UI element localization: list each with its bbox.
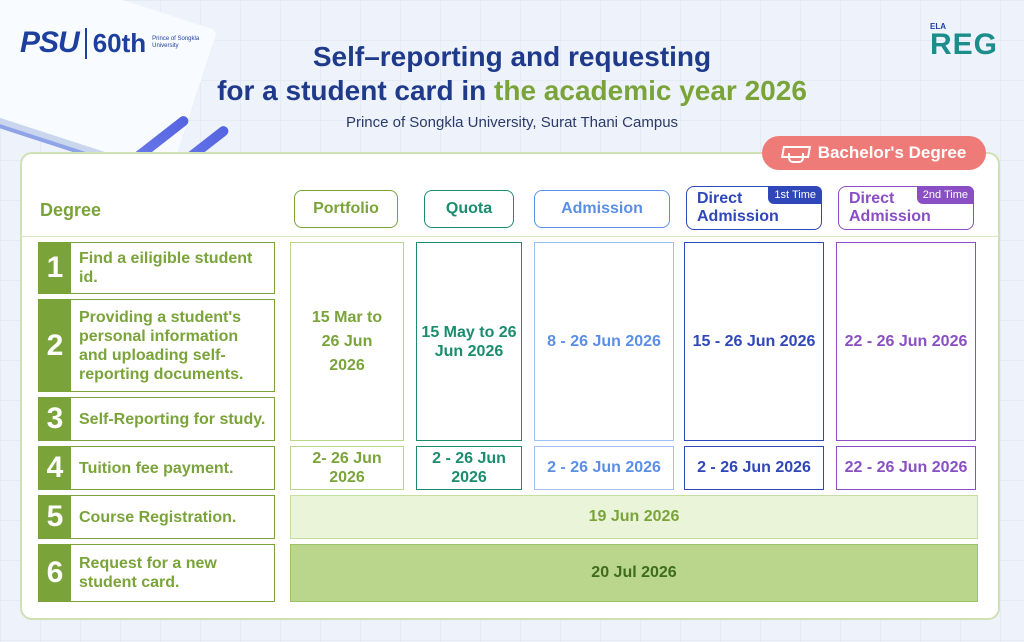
column-header-label: Direct Admission	[849, 190, 931, 226]
column-header-line-1: Direct	[697, 190, 743, 207]
page-subtitle: Prince of Songkla University, Surat Than…	[345, 114, 679, 131]
fee-cell-portfolio: 2- 26 Jun 2026	[290, 446, 404, 490]
course-registration-date: 19 Jun 2026	[290, 495, 978, 539]
step-row: 4 Tuition fee payment.	[38, 446, 275, 490]
fee-cell-quota: 2 - 26 Jun 2026	[416, 446, 522, 490]
step-row: 6 Request for a new student card.	[38, 544, 275, 602]
column-header-label: Portfolio	[313, 200, 379, 217]
round-tag: 2nd Time	[916, 186, 974, 204]
column-header-line-2: Admission	[697, 208, 779, 225]
step-number: 6	[39, 545, 71, 601]
column-header-line-2: Admission	[849, 208, 931, 225]
degree-badge: Bachelor's Degree	[762, 136, 986, 170]
date-cell-direct-1st: 15 - 26 Jun 2026	[684, 242, 824, 441]
step-number: 5	[39, 496, 71, 538]
step-number: 3	[39, 398, 71, 440]
column-header-direct-admission-1st: Direct Admission 1st Time	[686, 186, 822, 230]
step-number: 4	[39, 447, 71, 489]
column-header-label: Admission	[561, 200, 643, 217]
column-header-direct-admission-2nd: Direct Admission 2nd Time	[838, 186, 974, 230]
fee-cell-admission: 2 - 26 Jun 2026	[534, 446, 674, 490]
date-cell-admission: 8 - 26 Jun 2026	[534, 242, 674, 441]
title-line-2-prefix: for a student card in	[217, 75, 495, 106]
student-card-request-date: 20 Jul 2026	[290, 544, 978, 602]
date-cell-direct-2nd: 22 - 26 Jun 2026	[836, 242, 976, 441]
degree-badge-label: Bachelor's Degree	[817, 143, 967, 162]
reg-logo: ELA REG	[929, 22, 998, 61]
step-label: Request for a new student card.	[79, 555, 217, 591]
psu-logo-text: PSU	[20, 26, 80, 59]
column-header-label: Direct Admission	[697, 190, 779, 226]
psu-logo-subtitle: Prince of Songkla University	[152, 36, 200, 49]
step-number: 1	[39, 243, 71, 293]
anniversary-mark: 60th	[84, 27, 146, 59]
step-label: Tuition fee payment.	[79, 459, 234, 477]
title-line-2: for a student card in the academic year …	[0, 74, 1024, 108]
step-row: 2 Providing a student's personal informa…	[38, 299, 275, 392]
column-header-line-1: Direct	[849, 190, 895, 207]
step-row: 1 Find a eiligible student id.	[38, 242, 275, 294]
step-label: Providing a student's personal informati…	[79, 308, 244, 383]
column-header-quota: Quota	[424, 190, 514, 228]
fee-cell-direct-2nd: 22 - 26 Jun 2026	[836, 446, 976, 490]
psu-logo: PSU 60th Prince of Songkla University	[20, 26, 212, 60]
step-label: Self-Reporting for study.	[79, 410, 266, 428]
column-header-portfolio: Portfolio	[294, 190, 398, 228]
step-row: 5 Course Registration.	[38, 495, 275, 539]
reg-logo-text: REG	[929, 28, 998, 61]
header-divider	[22, 236, 998, 237]
round-tag: 1st Time	[768, 186, 822, 204]
step-label: Course Registration.	[79, 508, 237, 526]
step-number: 2	[39, 300, 71, 391]
page-title: Self–reporting and requesting for a stud…	[0, 40, 1024, 108]
date-cell-quota: 15 May to 26 Jun 2026	[416, 242, 522, 441]
step-row: 3 Self-Reporting for study.	[38, 397, 275, 441]
reg-logo-small: ELA	[929, 22, 946, 31]
column-header-admission: Admission	[534, 190, 670, 228]
step-label: Find a eiligible student id.	[79, 250, 253, 286]
degree-label: Degree	[40, 200, 102, 220]
title-line-1: Self–reporting and requesting	[312, 41, 712, 72]
date-cell-portfolio: 15 Mar to 26 Jun 2026	[290, 242, 404, 441]
column-header-label: Quota	[445, 200, 493, 217]
fee-cell-direct-1st: 2 - 26 Jun 2026	[684, 446, 824, 490]
graduation-cap-icon	[782, 144, 806, 163]
title-accent: the academic year 2026	[494, 75, 807, 106]
